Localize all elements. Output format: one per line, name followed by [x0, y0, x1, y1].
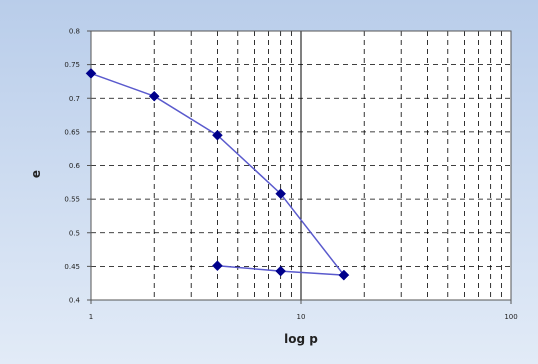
data-point-marker: [148, 90, 160, 102]
y-tick-label: 0.65: [64, 128, 80, 136]
data-point-marker: [85, 68, 97, 79]
y-tick-label: 0.45: [64, 263, 80, 271]
grid: [91, 31, 511, 300]
y-tick-label: 0.6: [69, 162, 81, 170]
x-tick-label: 100: [504, 313, 517, 321]
x-tick-labels: 1 10 100: [89, 300, 518, 321]
y-tick-label: 0.75: [64, 61, 80, 69]
x-tick-label: 10: [297, 313, 306, 321]
y-tick-labels: 0.4 0.45 0.5 0.55 0.6 0.65 0.7 0.75 0.8: [64, 28, 91, 305]
x-axis-title: log p: [284, 332, 318, 346]
series-layer: [85, 68, 350, 281]
y-tick-label: 0.4: [69, 297, 81, 305]
y-tick-label: 0.8: [69, 28, 80, 36]
y-axis-title: e: [29, 170, 43, 178]
x-tick-label: 1: [89, 313, 93, 321]
data-point-marker: [275, 188, 287, 200]
data-point-marker: [212, 260, 223, 272]
y-tick-label: 0.5: [69, 229, 80, 237]
y-tick-label: 0.55: [64, 196, 80, 204]
data-point-marker: [275, 265, 287, 277]
data-point-marker: [338, 269, 350, 281]
data-point-marker: [212, 129, 223, 141]
y-tick-label: 0.7: [69, 95, 80, 103]
